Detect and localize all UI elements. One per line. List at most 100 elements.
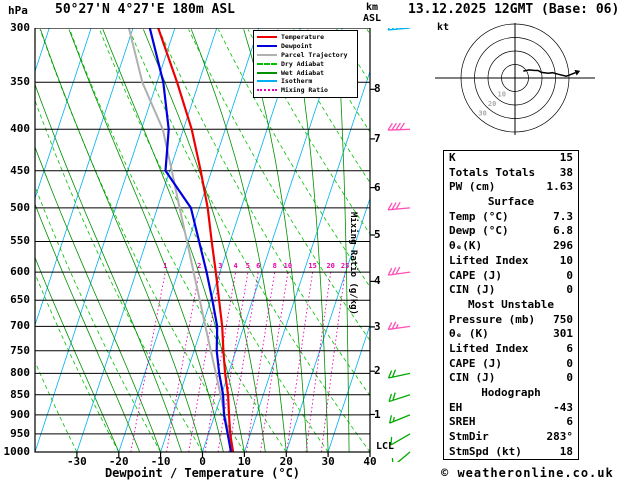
legend-item: Parcel Trajectory [257,51,354,60]
pressure-tick-label: 650 [10,293,30,307]
row-value: 6.8 [553,224,573,238]
table-row: EH -43 [444,401,578,416]
km-tick-label: 2 [374,364,381,378]
mixing-ratio-value-label: 20 [326,262,334,270]
pressure-tick-label: 800 [10,366,30,380]
mixing-ratio-value-label: 15 [308,262,316,270]
legend-item-label: Dry Adiabat [281,59,325,68]
km-tick-label: 3 [374,319,381,333]
hodograph-ring-label: 10 [498,91,506,99]
pressure-tick-label: 400 [10,122,30,136]
table-row: CAPE (J) 0 [444,269,578,284]
row-label: Lifted Index [449,341,529,355]
lcl-label: LCL [376,441,395,452]
row-label: EH [449,400,463,414]
wind-barb [387,321,411,331]
table-row: SREH 6 [444,415,578,430]
pressure-tick-label: 1000 [3,445,31,458]
wind-barb [388,392,411,403]
table-row: StmDir 283° [444,430,578,445]
table-row: StmSpd (kt) 18 [444,445,578,460]
wind-barb [387,122,411,131]
hodograph-ring-label: 20 [488,100,496,108]
mixing-ratio-value-label: 3 [218,262,222,270]
row-label: Pressure (mb) [449,312,536,326]
run-datetime: 13.12.2025 12GMT (Base: 06) [408,2,620,17]
pressure-tick-label: 950 [10,426,30,440]
legend-item: Dewpoint [257,42,354,51]
row-label: Temp (°C) [449,209,509,223]
row-value: 283° [546,430,574,444]
mixing-ratio-lines [130,272,346,452]
pressure-tick-label: 300 [10,21,30,34]
temp-tick-label: -10 [150,455,171,468]
wind-barb [387,266,411,276]
legend-line-sample [257,71,277,74]
row-value: 18 [559,444,573,458]
legend-item-label: Temperature [281,33,325,42]
hodograph-trace [523,69,576,77]
row-label: SREH [449,415,476,429]
legend-item: Dry Adiabat [257,59,354,68]
km-tick-label: 1 [374,407,381,421]
pressure-tick-label: 600 [10,265,30,279]
table-row: Lifted Index 6 [444,342,578,357]
hodograph-axes [435,23,595,135]
legend-item-label: Wet Adiabat [281,68,325,77]
row-value: 7.3 [553,209,573,223]
km-tick-label: 8 [374,82,381,96]
row-value: 301 [553,327,573,341]
row-value: 1.63 [546,180,574,194]
table-row: θₑ(K) 296 [444,239,578,254]
temp-tick-label: 20 [279,455,293,468]
row-value: 0 [566,356,573,370]
legend-line-sample [257,53,277,56]
copyright: © weatheronline.co.uk [441,466,614,480]
row-value: 38 [559,165,573,179]
mixing-ratio-value-label: 2 [197,262,201,270]
row-label: CIN (J) [449,283,496,297]
wind-barb [387,369,411,379]
temp-tick-label: 30 [321,455,335,468]
temp-tick-label: -20 [108,455,129,468]
row-value: 0 [566,371,573,385]
table-section-title: Surface [487,195,535,209]
wind-barb [387,201,411,211]
table-row: CIN (J) 0 [444,283,578,298]
mixing-ratio-value-label: 10 [284,262,292,270]
wind-barb-column [387,28,411,462]
hodograph-arrowhead [574,69,581,76]
indices-table: K 15 Totals Totals 38 PW (cm) 1.63 Surface Temp… [443,150,579,461]
row-value: 296 [553,239,573,253]
temperature-line [157,28,235,452]
row-label: K [449,151,456,164]
row-label: Totals Totals [449,165,536,179]
row-label: PW (cm) [449,180,496,194]
legend-item-label: Mixing Ratio [281,86,328,95]
legend-item: Mixing Ratio [257,86,354,95]
wind-barb [387,28,411,31]
row-value: 10 [559,253,573,267]
row-label: Dewp (°C) [449,224,509,238]
legend-line-sample [257,80,277,83]
table-row: K 15 [444,151,578,166]
row-label: CAPE (J) [449,356,502,370]
dewpoint-line [148,28,233,452]
km-tick-label: 7 [374,131,381,145]
x-axis-title: Dewpoint / Temperature (°C) [104,466,301,480]
mixing-ratio-value-label: 4 [233,262,237,270]
wind-barb [390,433,411,446]
station-title: 50°27'N 4°27'E 180m ASL [55,2,236,17]
row-value: 0 [566,283,573,297]
table-row: θₑ (K) 301 [444,327,578,342]
row-value: 6 [566,415,573,429]
legend-item-label: Isotherm [281,77,313,86]
table-row: CAPE (J) 0 [444,357,578,372]
legend-line-sample [257,45,277,48]
legend: Temperature Dewpoint Parcel Trajectory Dry … [253,30,358,98]
pressure-axis-unit: hPa [8,4,28,17]
table-row: Temp (°C) 7.3 [444,210,578,225]
row-value: 0 [566,268,573,282]
pressure-tick-label: 900 [10,407,30,421]
